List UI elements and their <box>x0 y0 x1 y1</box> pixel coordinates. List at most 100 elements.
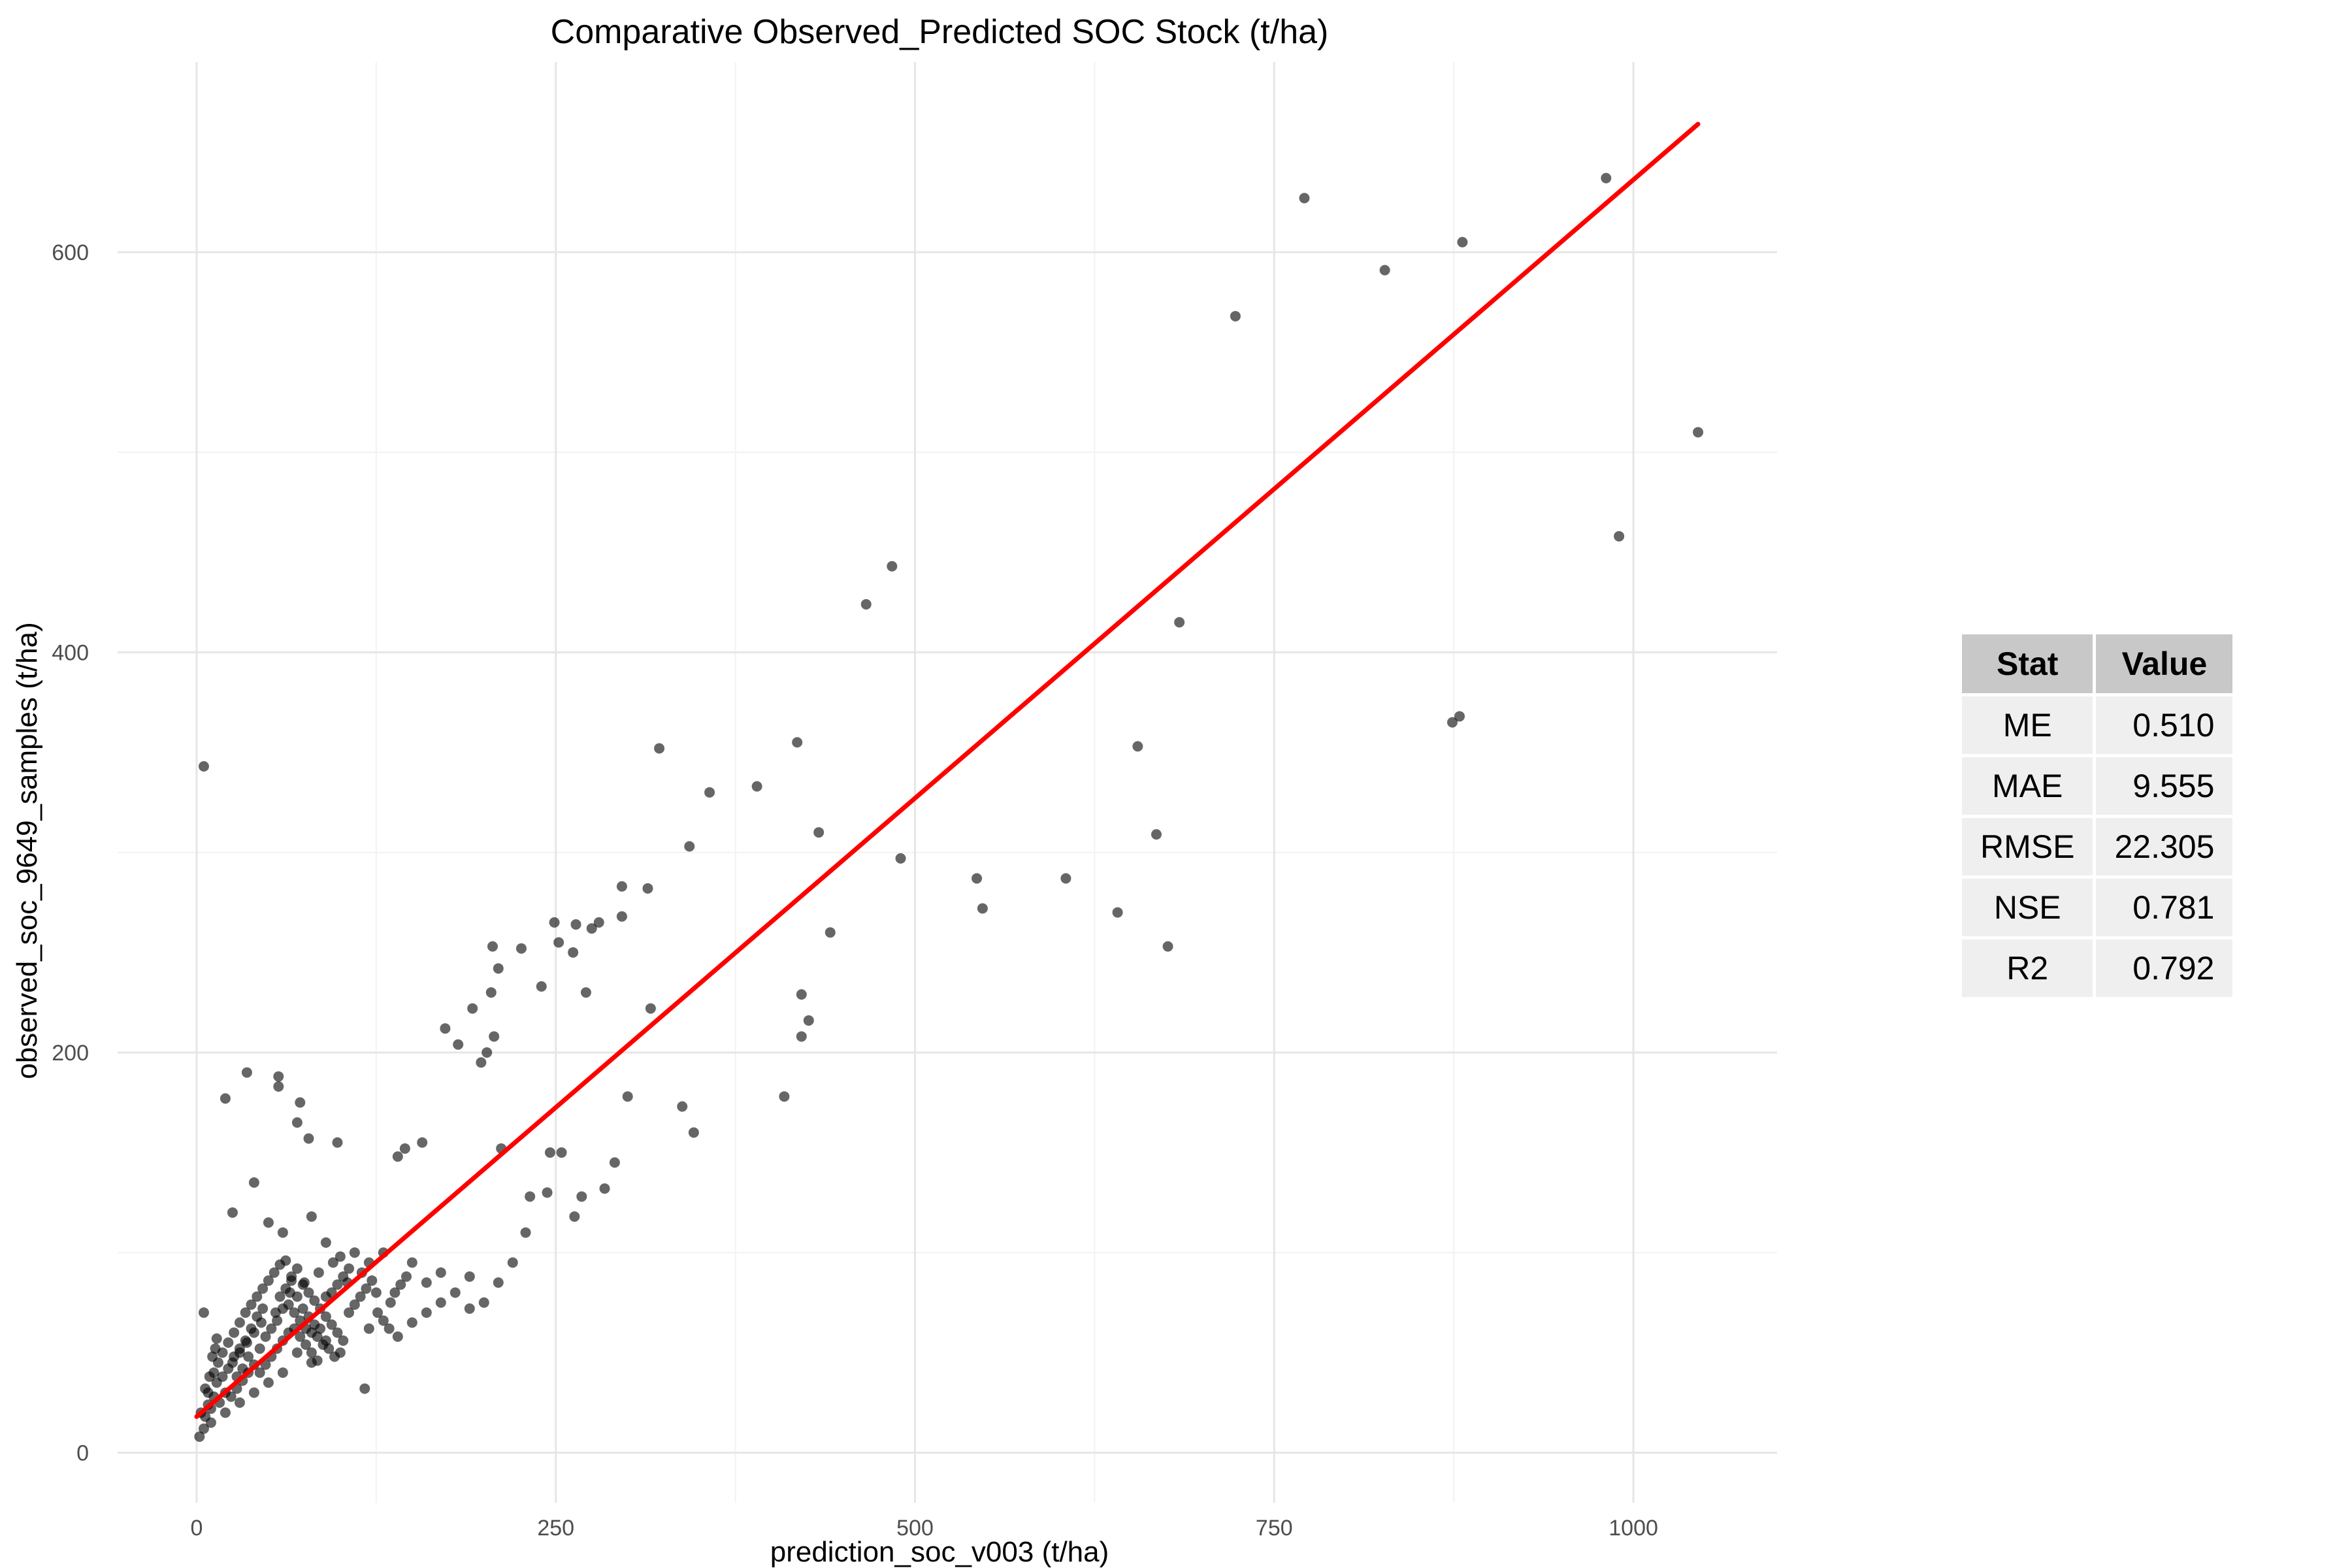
data-point <box>263 1377 274 1388</box>
data-point <box>220 1093 231 1104</box>
stats-header-stat: Stat <box>1962 634 2093 693</box>
data-point <box>392 1151 403 1162</box>
data-point <box>507 1257 518 1268</box>
data-point <box>260 1331 271 1342</box>
data-point <box>198 1423 209 1434</box>
data-point <box>389 1287 400 1298</box>
tick-labels: 0 250 500 750 1000 0 200 400 600 <box>52 240 1658 1541</box>
data-point <box>478 1297 489 1308</box>
data-point <box>556 1147 567 1158</box>
data-point <box>642 883 653 894</box>
stats-row: ME 0.510 <box>1962 696 2233 754</box>
data-point <box>273 1081 284 1092</box>
data-point <box>453 1039 464 1050</box>
stats-header-value: Value <box>2096 634 2233 693</box>
data-point <box>525 1191 536 1202</box>
data-point <box>332 1279 343 1290</box>
x-tick-label: 500 <box>896 1516 934 1541</box>
data-point <box>344 1307 355 1318</box>
data-point <box>395 1279 406 1290</box>
data-point <box>1693 427 1704 438</box>
data-point <box>349 1299 360 1310</box>
data-point <box>283 1299 294 1310</box>
data-point <box>1230 310 1241 321</box>
data-point <box>493 1277 504 1288</box>
data-point <box>520 1227 531 1238</box>
data-point <box>312 1331 323 1342</box>
data-point <box>274 1291 286 1302</box>
data-point <box>860 598 872 610</box>
data-point <box>399 1143 410 1154</box>
stat-name: ME <box>1962 696 2093 754</box>
stat-name: NSE <box>1962 879 2093 936</box>
data-point <box>240 1307 251 1318</box>
data-point <box>227 1207 238 1218</box>
data-point <box>616 881 627 892</box>
stats-row: R2 0.792 <box>1962 939 2233 997</box>
y-tick-label: 0 <box>76 1441 89 1465</box>
data-point <box>464 1303 475 1314</box>
data-point <box>198 1307 209 1318</box>
data-point <box>825 927 836 938</box>
data-point <box>654 743 665 754</box>
data-point <box>417 1137 428 1148</box>
data-point <box>207 1351 218 1362</box>
data-point <box>320 1237 331 1248</box>
stat-name: R2 <box>1962 939 2093 997</box>
y-tick-label: 600 <box>52 240 89 265</box>
data-point <box>449 1287 461 1298</box>
data-point <box>320 1311 331 1322</box>
data-point <box>367 1275 378 1286</box>
data-point <box>570 919 581 930</box>
data-point <box>622 1091 633 1102</box>
data-point <box>223 1363 234 1374</box>
data-point <box>295 1331 306 1342</box>
data-point <box>586 923 597 934</box>
data-point <box>549 917 560 928</box>
data-point <box>813 827 825 838</box>
data-point <box>796 1031 807 1042</box>
data-point <box>385 1297 396 1308</box>
grid <box>118 62 1777 1503</box>
data-point <box>482 1047 493 1058</box>
stat-name: RMSE <box>1962 818 2093 875</box>
data-point <box>568 947 579 958</box>
data-point <box>326 1319 337 1330</box>
data-point <box>297 1303 308 1314</box>
data-point <box>1151 829 1162 840</box>
data-point <box>378 1315 389 1326</box>
data-point <box>792 737 803 748</box>
data-point <box>576 1191 587 1202</box>
data-point <box>312 1355 323 1366</box>
stats-row: NSE 0.781 <box>1962 879 2233 936</box>
data-point <box>277 1227 288 1238</box>
data-point <box>609 1157 620 1168</box>
data-point <box>306 1347 317 1358</box>
data-point <box>977 903 988 914</box>
data-point <box>1457 237 1468 248</box>
data-point <box>1060 873 1071 884</box>
data-point <box>569 1211 580 1222</box>
data-point <box>421 1277 432 1288</box>
data-point <box>332 1137 343 1148</box>
data-point <box>194 1431 205 1442</box>
data-point <box>515 943 527 954</box>
data-point <box>248 1177 259 1188</box>
y-axis-title: observed_soc_9649_samples (t/ha) <box>11 622 43 1079</box>
data-point <box>291 1291 302 1302</box>
data-point <box>1132 741 1143 752</box>
data-point <box>355 1291 366 1302</box>
data-point <box>372 1307 384 1318</box>
data-point <box>303 1133 314 1144</box>
data-point <box>273 1071 284 1082</box>
data-point <box>796 989 807 1000</box>
data-point <box>257 1283 269 1294</box>
data-point <box>254 1367 265 1378</box>
data-point <box>344 1263 355 1274</box>
data-point <box>198 761 209 772</box>
stats-table: Stat Value ME 0.510 MAE 9.555 RMSE 22.30… <box>1959 631 2236 1000</box>
data-point <box>751 781 762 792</box>
data-point <box>291 1117 302 1128</box>
data-point <box>280 1283 291 1294</box>
data-point <box>489 1031 500 1042</box>
